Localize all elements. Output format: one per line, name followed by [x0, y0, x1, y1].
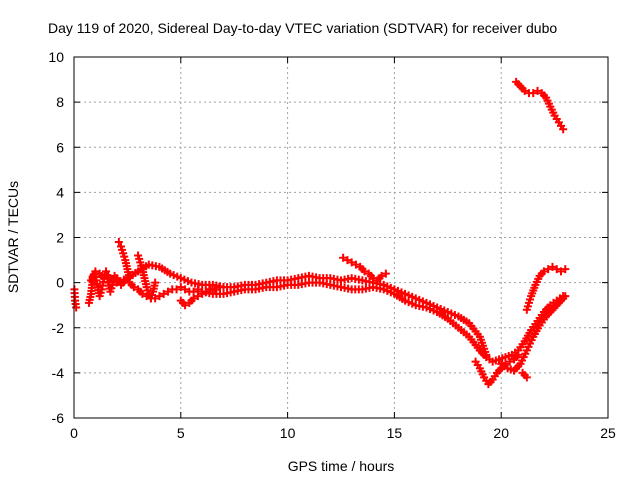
x-tick-label: 15: [387, 425, 403, 441]
y-tick-label: 2: [56, 230, 64, 246]
data-point: [381, 269, 390, 278]
grid: [74, 57, 608, 418]
data-point: [151, 278, 160, 287]
y-tick-label: -2: [52, 320, 65, 336]
data-point: [347, 258, 356, 267]
ticks: 0 5 10 15 20 25 -6 -4 -2 0 2 4 6 8 10: [48, 49, 616, 441]
data-point: [561, 265, 570, 274]
data-point: [181, 285, 190, 294]
data-point: [114, 238, 123, 247]
data-point: [198, 289, 207, 298]
data-point: [505, 357, 514, 366]
data-point: [155, 292, 164, 301]
data-point: [202, 287, 211, 296]
data-point: [351, 260, 360, 269]
data-point: [210, 285, 219, 294]
data-point: [339, 253, 348, 262]
data-point: [559, 125, 568, 134]
data-point: [189, 294, 198, 303]
data-point: [176, 283, 185, 292]
data-point: [522, 373, 531, 382]
data-point: [219, 283, 228, 292]
data-point: [193, 292, 202, 301]
y-tick-label: 6: [56, 139, 64, 155]
y-axis-label: SDTVAR / TECUs: [5, 181, 21, 293]
x-tick-label: 10: [280, 425, 296, 441]
data-point: [343, 256, 352, 265]
data-point: [189, 287, 198, 296]
data-points: [70, 77, 570, 389]
data-point: [529, 89, 538, 98]
y-tick-label: 0: [56, 275, 64, 291]
plot-frame: [73, 56, 609, 419]
data-point: [125, 274, 134, 283]
data-point: [548, 262, 557, 271]
data-point: [520, 86, 529, 95]
data-point: [377, 271, 386, 280]
data-point: [360, 267, 369, 276]
y-tick-label: 8: [56, 94, 64, 110]
data-point: [181, 301, 190, 310]
data-point: [108, 276, 117, 285]
data-point: [172, 285, 181, 294]
x-tick-label: 0: [70, 425, 78, 441]
data-point: [561, 292, 570, 301]
y-tick-label: 10: [48, 49, 64, 65]
y-tick-label: 4: [56, 184, 64, 200]
data-point: [163, 287, 172, 296]
y-tick-label: -4: [52, 365, 65, 381]
data-point: [539, 267, 548, 276]
x-tick-label: 25: [600, 425, 616, 441]
x-tick-label: 5: [177, 425, 185, 441]
data-point: [557, 267, 566, 276]
x-axis-label: GPS time / hours: [288, 458, 395, 474]
data-point: [72, 303, 81, 312]
x-tick-label: 20: [493, 425, 509, 441]
data-point: [129, 283, 138, 292]
data-point: [544, 265, 553, 274]
data-point: [552, 265, 561, 274]
data-point: [159, 289, 168, 298]
data-point: [91, 267, 100, 276]
chart-title: Day 119 of 2020, Sidereal Day-to-day VTE…: [48, 20, 557, 36]
y-tick-label: -6: [52, 410, 65, 426]
data-point: [533, 86, 542, 95]
